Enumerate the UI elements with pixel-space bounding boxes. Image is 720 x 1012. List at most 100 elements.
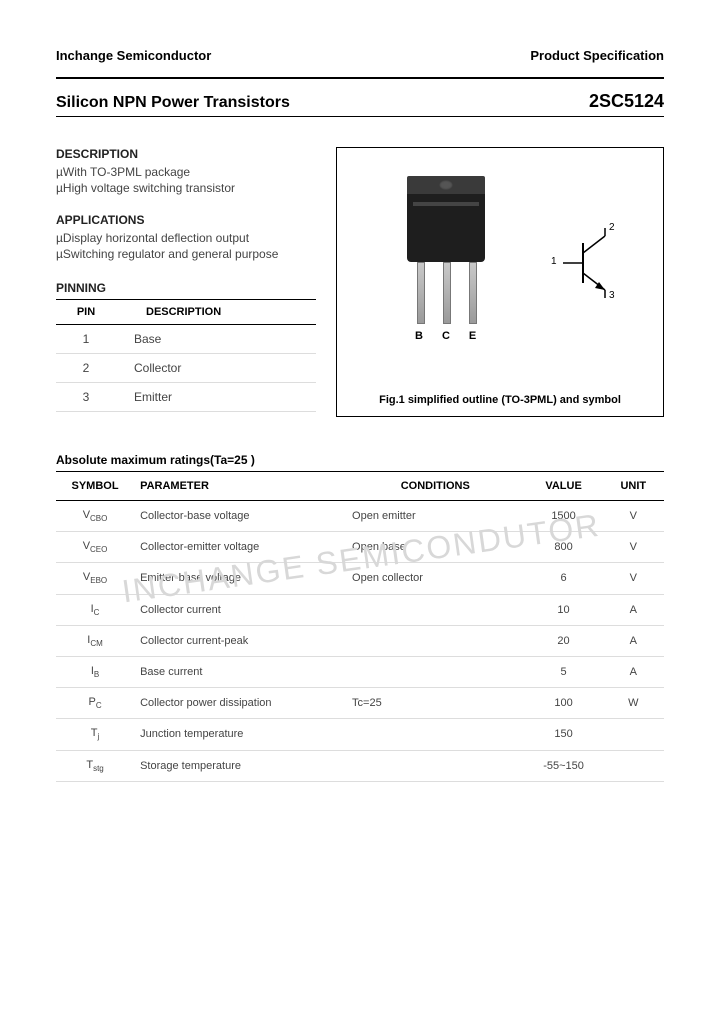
cell-conditions: Open base [346,532,524,563]
cell-unit: A [603,594,664,625]
cell-value: 20 [525,625,603,656]
symbol-pin-label: 3 [609,290,615,301]
symbol-pin-label: 1 [551,256,557,267]
page-header: Inchange Semiconductor Product Specifica… [56,48,664,63]
cell-value: -55~150 [525,750,603,781]
pinning-table: PIN DESCRIPTION 1Base 2Collector 3Emitte… [56,299,316,412]
ratings-title: Absolute maximum ratings(Ta=25 ) [56,453,664,467]
table-row: 3Emitter [56,383,316,412]
pinning-heading: PINNING [56,281,316,295]
col-parameter: PARAMETER [134,472,346,501]
cell-conditions [346,625,524,656]
lead-label: E [469,330,476,342]
cell-symbol: Tj [56,719,134,750]
cell-unit: W [603,688,664,719]
applications-heading: APPLICATIONS [56,213,316,227]
cell-parameter: Junction temperature [134,719,346,750]
cell-conditions [346,594,524,625]
rule-top [56,77,664,79]
cell-parameter: Collector-emitter voltage [134,532,346,563]
header-left: Inchange Semiconductor [56,48,211,63]
figure-caption: Fig.1 simplified outline (TO-3PML) and s… [337,394,663,406]
cell-unit: V [603,563,664,594]
table-row: TstgStorage temperature -55~150 [56,750,664,781]
figure-box: B C E 1 2 3 Fig.1 simp [336,147,664,417]
table-row: ICMCollector current-peak 20A [56,625,664,656]
pin-col-desc: DESCRIPTION [116,300,316,325]
upper-section: DESCRIPTION With TO-3PML package High vo… [56,147,664,417]
table-row: 2Collector [56,354,316,383]
col-conditions: CONDITIONS [346,472,524,501]
lead-label: C [442,330,450,342]
cell-value: 100 [525,688,603,719]
cell-parameter: Emitter-base voltage [134,563,346,594]
cell-conditions [346,656,524,687]
title-row: Silicon NPN Power Transistors 2SC5124 [56,91,664,112]
transistor-symbol-icon: 1 2 3 [563,228,623,301]
cell-unit: A [603,656,664,687]
lead-label: B [415,330,423,342]
cell-value: 10 [525,594,603,625]
cell-unit [603,750,664,781]
cell-unit: A [603,625,664,656]
table-row: PCCollector power dissipationTc=25 100W [56,688,664,719]
product-title: Silicon NPN Power Transistors [56,94,290,112]
cell-unit: V [603,501,664,532]
table-row: VEBOEmitter-base voltageOpen collector6V [56,563,664,594]
pin-desc: Collector [116,354,316,383]
cell-symbol: Tstg [56,750,134,781]
pin-num: 3 [56,383,116,412]
pin-col-pin: PIN [56,300,116,325]
cell-parameter: Collector power dissipation [134,688,346,719]
cell-symbol: VEBO [56,563,134,594]
cell-parameter: Collector current-peak [134,625,346,656]
cell-symbol: VCBO [56,501,134,532]
table-row: 1Base [56,325,316,354]
header-right: Product Specification [530,48,664,63]
ratings-table: SYMBOL PARAMETER CONDITIONS VALUE UNIT V… [56,471,664,782]
cell-value: 150 [525,719,603,750]
cell-symbol: IC [56,594,134,625]
cell-symbol: ICM [56,625,134,656]
col-unit: UNIT [603,472,664,501]
cell-unit: V [603,532,664,563]
cell-symbol: VCEO [56,532,134,563]
table-row: VCBOCollector-base voltageOpen emitter15… [56,501,664,532]
component-illustration: B C E 1 2 3 [347,158,653,368]
description-item: High voltage switching transistor [56,181,316,195]
cell-parameter: Collector current [134,594,346,625]
table-row: TjJunction temperature 150 [56,719,664,750]
cell-unit [603,719,664,750]
description-heading: DESCRIPTION [56,147,316,161]
applications-item: Switching regulator and general purpose [56,247,316,261]
cell-parameter: Storage temperature [134,750,346,781]
cell-conditions [346,719,524,750]
pin-num: 1 [56,325,116,354]
pin-desc: Base [116,325,316,354]
cell-value: 5 [525,656,603,687]
part-number: 2SC5124 [589,91,664,112]
package-outline-icon: B C E [407,176,485,262]
col-symbol: SYMBOL [56,472,134,501]
cell-conditions [346,750,524,781]
cell-conditions: Tc=25 [346,688,524,719]
pin-desc: Emitter [116,383,316,412]
table-row: VCEOCollector-emitter voltageOpen base80… [56,532,664,563]
applications-item: Display horizontal deflection output [56,231,316,245]
ratings-section: Absolute maximum ratings(Ta=25 ) SYMBOL … [56,453,664,782]
cell-value: 800 [525,532,603,563]
cell-conditions: Open emitter [346,501,524,532]
pin-num: 2 [56,354,116,383]
rule-title [56,116,664,117]
cell-parameter: Collector-base voltage [134,501,346,532]
table-row: IBBase current5A [56,656,664,687]
cell-value: 6 [525,563,603,594]
left-column: DESCRIPTION With TO-3PML package High vo… [56,147,316,417]
symbol-pin-label: 2 [609,222,615,233]
cell-value: 1500 [525,501,603,532]
cell-conditions: Open collector [346,563,524,594]
cell-symbol: IB [56,656,134,687]
col-value: VALUE [525,472,603,501]
cell-symbol: PC [56,688,134,719]
table-row: ICCollector current 10A [56,594,664,625]
